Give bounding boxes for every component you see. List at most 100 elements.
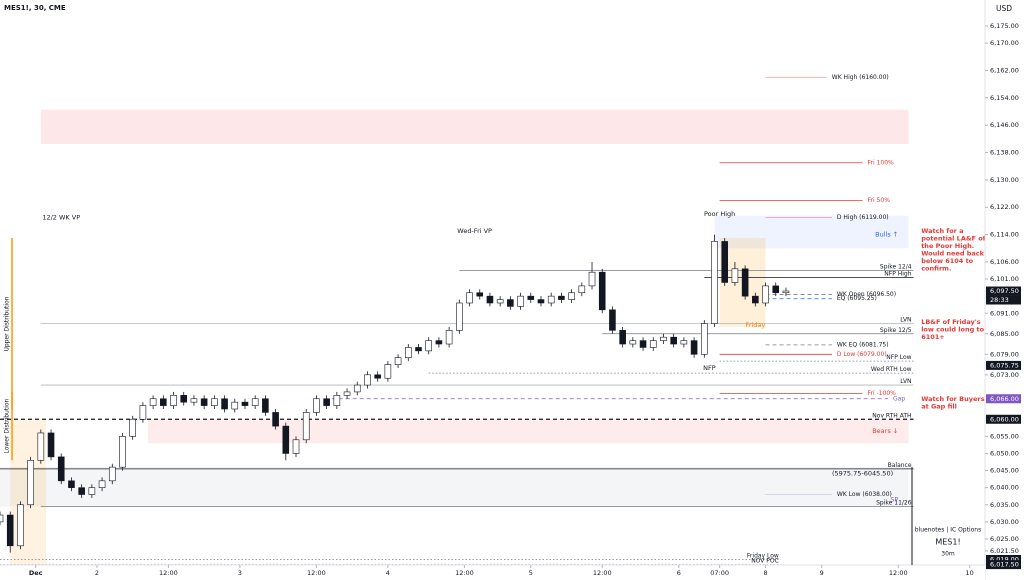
price-badge (986, 286, 1021, 296)
level-label: WK High (6160.00) (832, 74, 889, 81)
level-label: NFP Low (886, 354, 911, 361)
candle-body (272, 412, 279, 427)
price-badge (986, 360, 1021, 370)
note-line: LB&F of Friday's (921, 318, 981, 326)
candle-body (364, 374, 371, 386)
candle-body (200, 398, 208, 406)
price-badge (986, 554, 1021, 564)
x-tick-label: 12:00 (159, 569, 178, 577)
candle-body (456, 302, 463, 331)
candle-body (690, 340, 698, 355)
y-tick-label: 6,091.00 (990, 309, 1019, 317)
candle-body (496, 299, 504, 304)
candle-body (343, 391, 351, 396)
candle-body (629, 340, 637, 345)
level-label: Spike 12/4 (880, 264, 912, 271)
candle-body (731, 268, 739, 283)
candle-body (527, 295, 535, 300)
note-line: low could long to (921, 325, 984, 333)
level-label: WK EQ (6081.75) (837, 341, 889, 348)
y-tick-label: 6,035.00 (990, 501, 1019, 509)
candle-body (37, 432, 45, 461)
candle-body (221, 398, 228, 410)
y-tick-label: 6,050.00 (990, 449, 1019, 457)
level-label: Nov RTH ATH (872, 412, 911, 419)
distribution-label: Lower Distribution (4, 398, 11, 453)
candle-body (17, 504, 24, 547)
candle-body (537, 299, 545, 304)
watermark-line: bluenotes | IC Options (915, 527, 981, 534)
candle-body (701, 323, 708, 355)
annotation: Wed-Fri VP (457, 227, 492, 235)
y-tick-label: 6,085.00 (990, 330, 1019, 338)
annotation: Poor High (704, 210, 735, 218)
level-label: LVN (900, 317, 911, 324)
annotation: Bears ↓ (872, 427, 898, 435)
y-tick-label: 6,154.00 (990, 94, 1019, 102)
x-tick-label: 07:00 (710, 569, 729, 577)
currency: USD (996, 4, 1012, 13)
candle-body (598, 271, 606, 311)
price-badge (986, 414, 1021, 424)
zone (148, 419, 909, 444)
candle-body (547, 295, 555, 304)
x-tick-label: 12:00 (455, 569, 474, 577)
candle-body (721, 241, 729, 283)
candle-body (741, 268, 749, 297)
y-tick-label: 6,079.00 (990, 350, 1019, 358)
candle-body (507, 299, 514, 307)
level-label: WK Low (6038.00) (837, 491, 892, 498)
x-tick-label: 4 (386, 569, 390, 577)
candle-body (670, 336, 677, 345)
level-label: NFP High (884, 270, 911, 277)
y-tick-label: 6,045.00 (990, 467, 1019, 475)
annotation: 12/2 WK VP (42, 214, 80, 222)
watermark-line: MES1! (935, 538, 960, 547)
candle-body (57, 456, 65, 482)
candle-body (415, 347, 422, 352)
y-tick-label: 6,030.00 (990, 518, 1019, 526)
symbol: MES1!, 30, CME (4, 4, 66, 12)
y-tick-label: 6,146.00 (990, 121, 1019, 129)
level-label: Spike 11/26 (876, 499, 912, 506)
candle-body (180, 395, 188, 403)
level-label: Spike 12/5 (880, 327, 912, 334)
annotation: Bulls ↑ (875, 231, 898, 239)
level-label: Friday Low (747, 552, 779, 559)
price-badge-label: 6,060.00 (990, 415, 1019, 423)
candle-body (711, 241, 718, 324)
candle-body (568, 292, 575, 300)
candle-body (649, 340, 657, 348)
candle-body (384, 364, 392, 379)
y-tick-label: 6,025.00 (990, 535, 1019, 543)
note-line: 6101+ (921, 333, 945, 341)
y-tick-label: 6,101.00 (990, 275, 1019, 283)
candle-body (619, 330, 626, 345)
level-label: D High (6119.00) (837, 214, 889, 221)
price-badge-label: 6,017.50 (990, 561, 1019, 569)
candle-body (149, 398, 157, 406)
candle-body (445, 330, 453, 345)
level-label: Fri -100% (868, 390, 897, 397)
candle-body (0, 514, 4, 523)
candle-body (262, 398, 269, 413)
candle-body (282, 425, 290, 454)
candle-body (425, 340, 433, 352)
candle-body (660, 336, 667, 341)
candle-body (302, 412, 310, 441)
x-tick-label: 12:00 (593, 569, 612, 577)
candle-body (639, 340, 647, 348)
distribution-label: Upper Distribution (4, 296, 11, 351)
y-tick-label: 6,162.00 (990, 66, 1019, 74)
x-tick-label: Dec (29, 569, 43, 577)
candle-body (558, 295, 565, 300)
level-label: LVN (900, 378, 911, 385)
level-label: NOV POC (751, 558, 779, 565)
annotation: (5975.75-6045.50) (832, 469, 893, 477)
price-badge (986, 560, 1021, 570)
zone (714, 215, 909, 249)
price-badge-label: 6,019.00 (990, 555, 1019, 563)
candle-body (772, 285, 780, 294)
candle-body (476, 292, 484, 297)
